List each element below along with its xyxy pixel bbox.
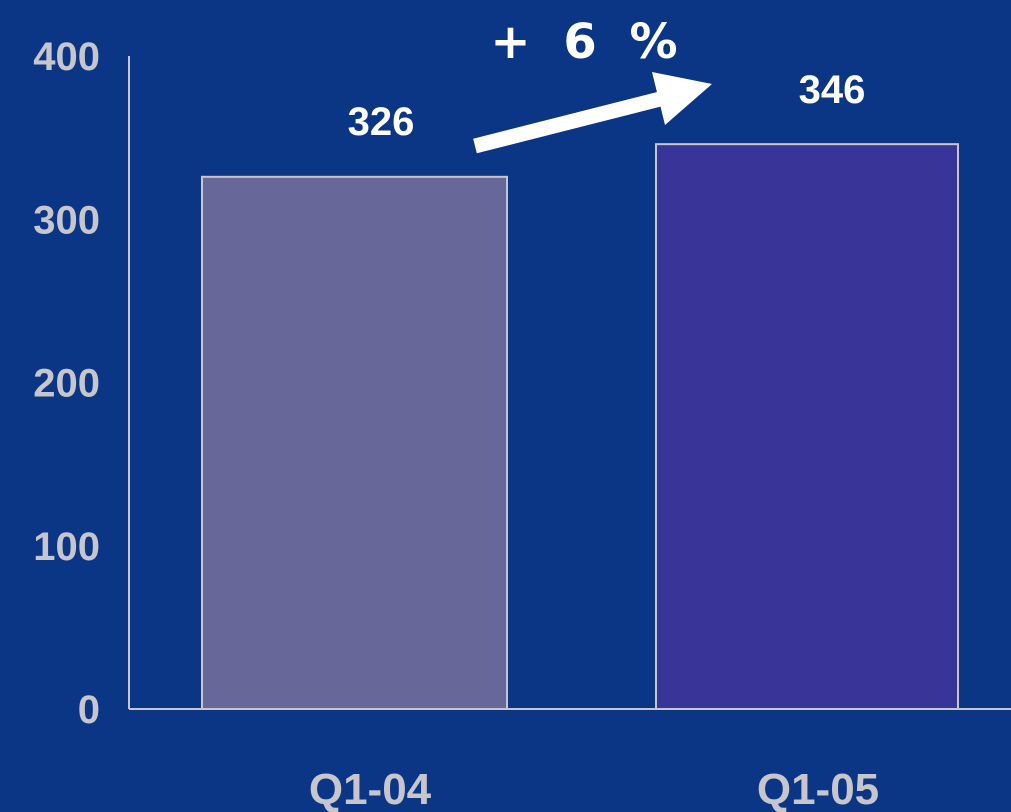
- y-tick-label: 200: [33, 362, 100, 406]
- growth-arrow-shaft: [473, 89, 670, 154]
- y-tick-label: 300: [33, 198, 100, 242]
- data-label: 346: [799, 68, 866, 112]
- y-tick-label: 0: [78, 688, 100, 732]
- y-tick-label: 400: [33, 35, 100, 79]
- bar-q1-04: [201, 175, 508, 710]
- x-category-label: Q1-04: [309, 765, 432, 812]
- growth-arrow-head: [652, 72, 712, 125]
- growth-percentage-label: + 6 %: [490, 14, 685, 70]
- data-label: 326: [348, 100, 415, 144]
- x-category-label: Q1-05: [757, 765, 879, 812]
- bar-q1-05: [655, 143, 959, 710]
- y-tick-label: 100: [33, 525, 100, 569]
